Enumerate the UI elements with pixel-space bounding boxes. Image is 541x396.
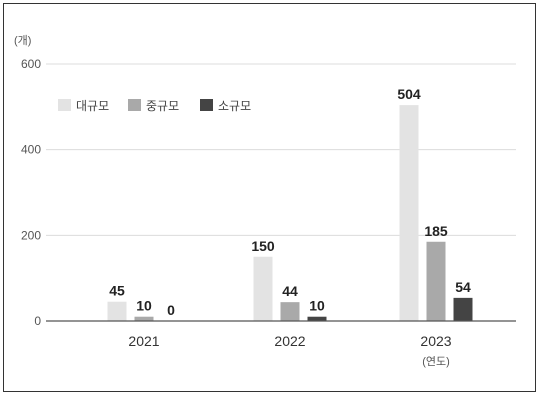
y-tick-label: 600 <box>21 57 41 71</box>
bar <box>399 105 419 322</box>
bar <box>307 316 327 321</box>
y-tick-label: 400 <box>21 143 41 157</box>
bar-value-label: 10 <box>309 298 325 314</box>
legend-label: 소규모 <box>218 99 251 113</box>
x-tick-label: 2022 <box>274 333 305 349</box>
bar <box>426 241 446 321</box>
bar <box>134 316 154 321</box>
bar-value-label: 185 <box>424 223 448 239</box>
legend-swatch <box>128 99 141 111</box>
y-tick-label: 0 <box>34 314 41 328</box>
bar <box>253 256 273 321</box>
bar-value-label: 0 <box>167 302 175 318</box>
y-axis-unit-label: (개) <box>14 34 31 47</box>
legend-swatch <box>200 99 213 111</box>
bar-value-label: 504 <box>397 86 421 102</box>
bar <box>107 301 127 321</box>
legend-label: 대규모 <box>76 99 109 113</box>
legend-label: 중규모 <box>146 99 179 113</box>
bar <box>280 302 300 321</box>
bar-value-label: 10 <box>136 298 152 314</box>
x-tick-label: 2021 <box>128 333 159 349</box>
y-tick-label: 200 <box>21 228 41 242</box>
x-tick-label: 2023 <box>420 333 451 349</box>
bar-value-label: 54 <box>455 279 471 295</box>
chart-frame: (개) 0 200 400 600 45 10 0 2021 150 44 10 2022 504 185 5… <box>3 3 536 392</box>
legend-swatch <box>58 99 71 111</box>
bar-value-label: 45 <box>109 283 125 299</box>
bar-value-label: 44 <box>282 283 298 299</box>
bar-value-label: 150 <box>251 238 275 254</box>
x-axis-unit-label: (연도) <box>422 355 450 368</box>
bar <box>453 297 473 321</box>
bar-chart: (개) 0 200 400 600 45 10 0 2021 150 44 10 2022 504 185 5… <box>14 34 516 368</box>
